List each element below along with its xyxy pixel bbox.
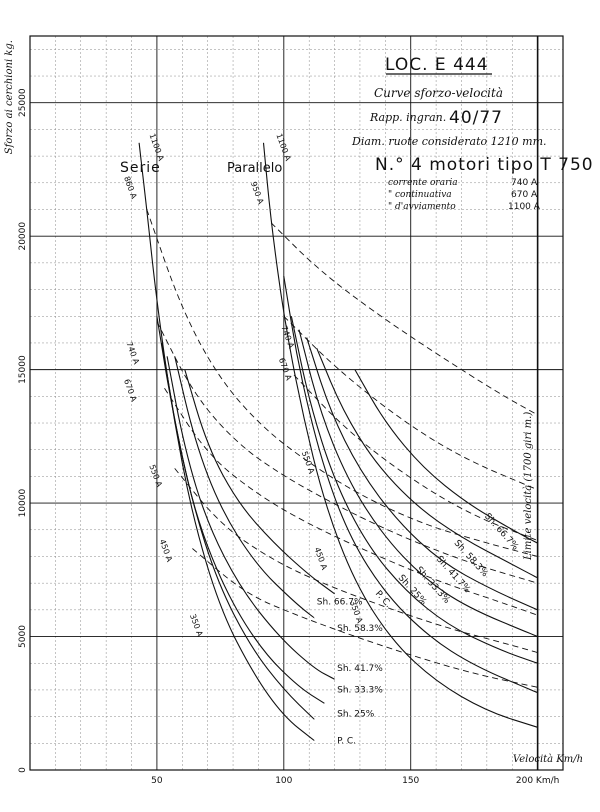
ratio-label: Rapp. ingran.: [369, 111, 446, 124]
parallelo-curve-11: [316, 348, 539, 579]
load-curve-18: [270, 222, 539, 416]
series-label: Sh. 58.3%: [337, 624, 383, 634]
series-label: Sh. 41.7%: [337, 664, 383, 674]
serie-curve-5: [184, 369, 335, 595]
load-curve-17: [192, 548, 538, 688]
series-label: Sh. 33.3%: [337, 686, 383, 696]
current-continuous-value: 670 A: [511, 190, 538, 200]
y-tick-label: 20000: [18, 222, 28, 251]
ratio-value: 40/77: [449, 108, 503, 128]
chart-title: LOC. E 444: [385, 55, 489, 75]
x-tick-label: 50: [151, 776, 163, 786]
speed-limit-label: Limite velocità (1700 giri m.): [523, 412, 534, 561]
parallelo-curve-10: [306, 337, 538, 611]
curves: [138, 142, 539, 742]
current-continuous-label: " continuativa: [388, 190, 452, 200]
current-starting-label: " d'avviamento: [388, 202, 456, 212]
x-tick-label: 100: [275, 776, 292, 786]
parallelo-curve-7: [283, 276, 539, 694]
parallelo-curve-6: [262, 142, 538, 728]
serie-curve-0: [138, 142, 315, 742]
y-tick-label: 0: [18, 767, 28, 773]
wheel-diameter: Diam. ruote considerato 1210 mm.: [351, 135, 547, 148]
x-tick-label: 200 Km/h: [516, 776, 559, 786]
load-curve-20: [293, 374, 539, 541]
serie-curve-2: [161, 342, 325, 704]
current-hourly-value: 740 A: [511, 178, 538, 188]
current-starting-value: 1100 A: [508, 202, 541, 212]
load-curve-15: [164, 388, 539, 616]
chart-subtitle: Curve sforzo-velocità: [374, 86, 503, 100]
serie-curve-1: [156, 316, 315, 720]
current-hourly-label: corrente oraria: [388, 178, 458, 188]
y-tick-label: 25000: [18, 88, 28, 117]
load-curve-19: [283, 315, 538, 491]
plot-frame: [29, 35, 564, 771]
series-label: P. C.: [337, 736, 356, 746]
parallelo-curve-12: [354, 369, 539, 544]
x-tick-label: 150: [402, 776, 419, 786]
axis-ticks: 0 5000 10000 15000 20000 25000 50 100 150 200 Km/…: [18, 88, 559, 786]
load-curve-14: [156, 321, 539, 584]
load-curve-13: [146, 209, 538, 557]
parallelo-curve-8: [290, 316, 539, 664]
x-axis-label: Velocità Km/h: [513, 754, 583, 765]
y-tick-label: 15000: [18, 355, 28, 384]
serie-curve-3: [166, 356, 335, 680]
series-label: Sh. 66.7%: [317, 598, 363, 608]
serie-label: Serie: [120, 160, 161, 176]
y-tick-label: 5000: [18, 625, 28, 648]
y-axis-label: Sforzo ai cerchioni kg.: [4, 40, 15, 154]
load-curve-16: [174, 468, 539, 654]
series-label: Sh. 25%: [337, 710, 375, 720]
y-tick-label: 10000: [18, 489, 28, 518]
motors-label: N.° 4 motori tipo T 750: [375, 155, 594, 175]
parallelo-curve-9: [298, 329, 539, 638]
grid: [29, 35, 564, 771]
parallelo-label: Parallelo: [227, 161, 282, 176]
